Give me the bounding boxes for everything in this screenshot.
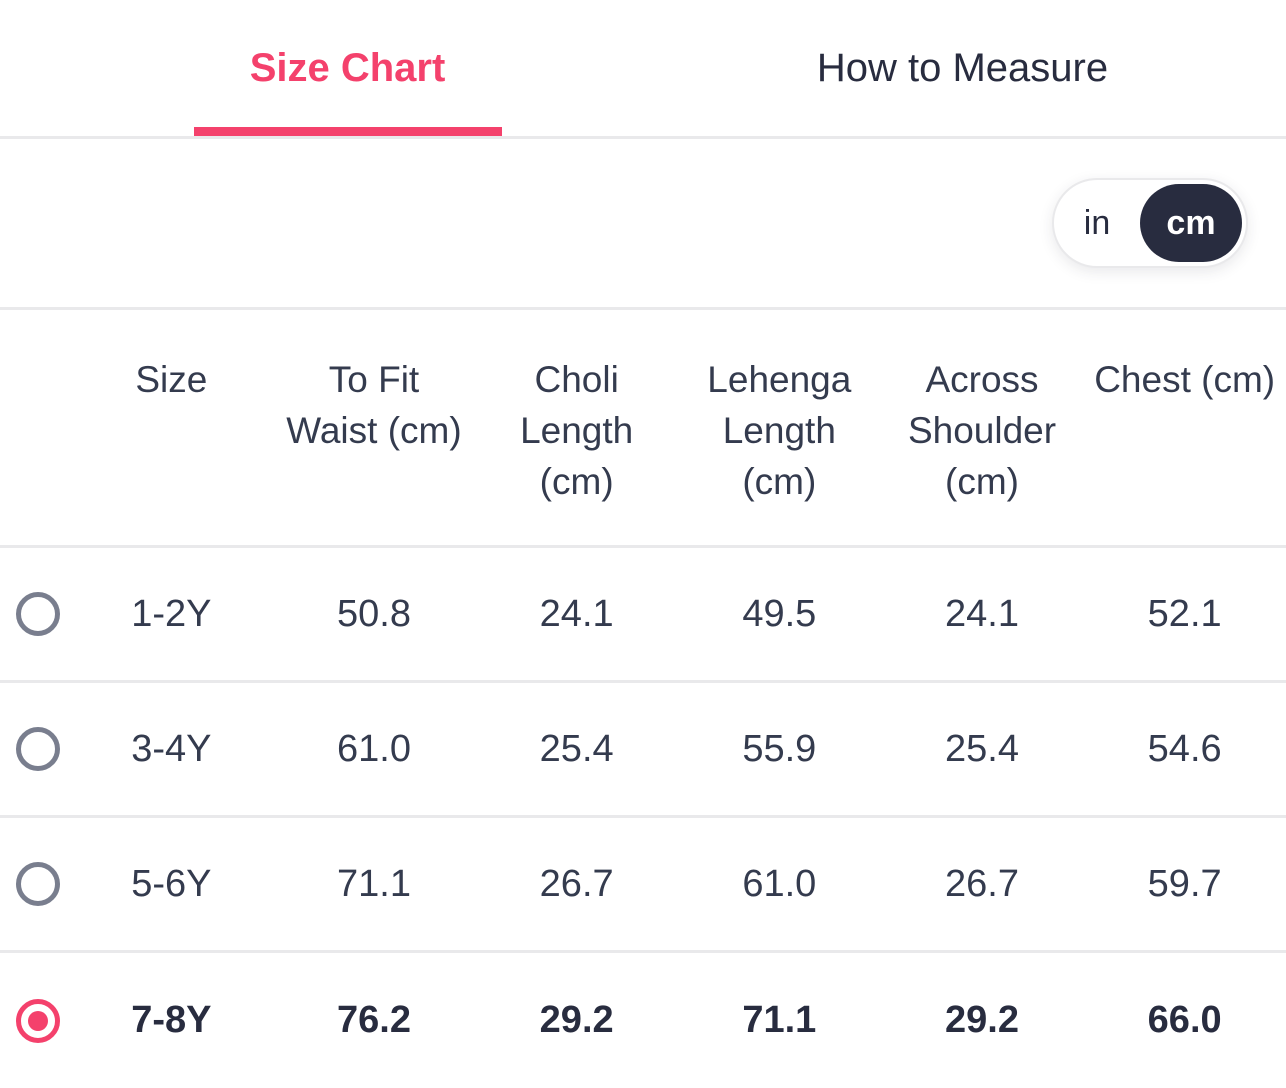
cell-chest: 59.7 — [1147, 862, 1222, 905]
unit-option-cm-selected[interactable]: cm — [1140, 184, 1242, 262]
column-header-to-fit-waist: To Fit Waist (cm) — [286, 359, 462, 451]
cell-across-shoulder: 29.2 — [945, 999, 1019, 1041]
cell-lehenga-length: 55.9 — [742, 727, 817, 770]
column-header-lehenga-length: Lehenga Length (cm) — [707, 359, 852, 502]
size-label: 1-2Y — [131, 592, 212, 635]
size-radio[interactable] — [16, 862, 60, 906]
column-header-choli-length: Choli Length (cm) — [520, 359, 634, 502]
tab-size-chart-label: Size Chart — [249, 45, 446, 90]
cell-chest: 54.6 — [1147, 727, 1222, 770]
radio-cell — [0, 818, 70, 950]
cell-across-shoulder: 25.4 — [945, 727, 1019, 770]
table-header-row: Size To Fit Waist (cm) Choli Length (cm)… — [0, 310, 1286, 548]
size-radio-selected[interactable] — [16, 998, 60, 1043]
cell-lehenga-length: 71.1 — [742, 999, 817, 1041]
header-radio-spacer — [0, 354, 70, 545]
tab-how-to-measure-label: How to Measure — [816, 45, 1109, 90]
cell-lehenga-length: 49.5 — [742, 592, 817, 635]
radio-cell — [0, 548, 70, 680]
radio-cell — [0, 953, 70, 1088]
size-radio[interactable] — [16, 592, 60, 636]
cell-choli-length: 24.1 — [539, 592, 614, 635]
tab-size-chart[interactable]: Size Chart — [40, 0, 655, 136]
cell-across-shoulder: 24.1 — [945, 592, 1019, 635]
unit-option-in[interactable]: in — [1083, 203, 1111, 242]
size-radio[interactable] — [16, 727, 60, 771]
table-row-3-4y[interactable]: 3-4Y 61.0 25.4 55.9 25.4 54.6 — [0, 683, 1286, 818]
cell-lehenga-length: 61.0 — [742, 862, 817, 905]
table-row-5-6y[interactable]: 5-6Y 71.1 26.7 61.0 26.7 59.7 — [0, 818, 1286, 953]
tab-how-to-measure[interactable]: How to Measure — [655, 0, 1270, 136]
size-label: 7-8Y — [131, 999, 212, 1041]
active-tab-indicator — [193, 127, 502, 136]
size-label: 5-6Y — [131, 862, 212, 905]
column-header-across-shoulder: Across Shoulder (cm) — [907, 359, 1057, 502]
column-header-size: Size — [135, 359, 208, 400]
table-row-1-2y[interactable]: 1-2Y 50.8 24.1 49.5 24.1 52.1 — [0, 548, 1286, 683]
cell-chest: 52.1 — [1147, 592, 1222, 635]
cell-to-fit-waist: 76.2 — [337, 999, 411, 1041]
cell-to-fit-waist: 71.1 — [337, 862, 411, 905]
cell-choli-length: 25.4 — [539, 727, 614, 770]
cell-to-fit-waist: 50.8 — [337, 592, 411, 635]
toolbar: in cm — [0, 139, 1286, 310]
column-header-chest: Chest (cm) — [1094, 359, 1276, 400]
cell-to-fit-waist: 61.0 — [337, 727, 411, 770]
cell-choli-length: 26.7 — [539, 862, 614, 905]
unit-toggle[interactable]: in cm — [1052, 178, 1248, 268]
tab-bar: Size Chart How to Measure — [0, 0, 1286, 139]
size-label: 3-4Y — [131, 727, 212, 770]
table-row-7-8y-selected[interactable]: 7-8Y 76.2 29.2 71.1 29.2 66.0 — [0, 953, 1286, 1088]
radio-cell — [0, 683, 70, 815]
cell-choli-length: 29.2 — [539, 999, 614, 1041]
cell-chest: 66.0 — [1147, 999, 1222, 1041]
cell-across-shoulder: 26.7 — [945, 862, 1019, 905]
